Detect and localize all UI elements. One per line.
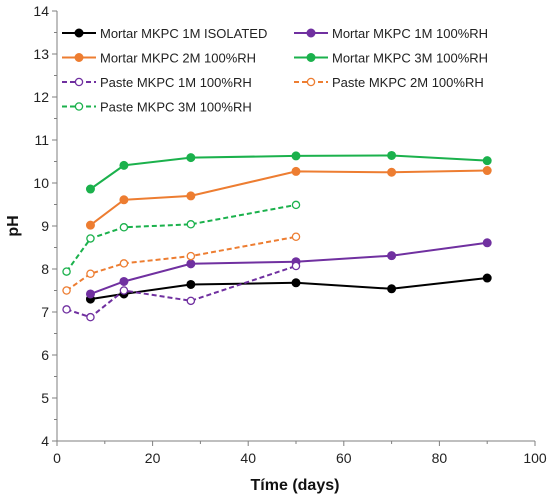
data-point (62, 286, 71, 295)
data-point (86, 269, 95, 278)
data-point (119, 160, 129, 170)
data-point (119, 223, 129, 232)
data-point (186, 279, 196, 289)
x-tick-label: 80 (432, 450, 448, 466)
data-point (62, 267, 71, 276)
legend-marker (74, 102, 84, 111)
data-point (85, 289, 95, 299)
data-point (291, 261, 301, 271)
data-point (387, 251, 397, 261)
legend-label: Paste MKPC 3M 100%RH (100, 100, 252, 115)
y-tick-label: 10 (33, 175, 49, 191)
x-axis: 0 20 40 60 80 100 (53, 440, 547, 466)
x-axis-title: Tíme (days) (251, 477, 340, 494)
legend-entry: Mortar MKPC 1M 100%RH (294, 26, 488, 41)
data-point (186, 220, 196, 229)
series-line (89, 154, 488, 190)
series-line (66, 265, 297, 319)
legend-marker (306, 53, 316, 62)
legend-label: Mortar MKPC 2M 100%RH (100, 51, 256, 66)
data-point (119, 259, 129, 268)
data-point (291, 166, 301, 176)
y-tick-label: 14 (33, 3, 49, 19)
legend-marker (74, 28, 84, 38)
legend-entry: Mortar MKPC 3M 100%RH (294, 51, 488, 66)
legend-label: Mortar MKPC 3M 100%RH (332, 51, 488, 66)
data-point (387, 167, 397, 177)
x-tick-label: 0 (53, 450, 61, 466)
legend-label: Mortar MKPC 1M 100%RH (332, 26, 488, 41)
legend-entry: Paste MKPC 2M 100%RH (294, 75, 484, 90)
data-point (291, 151, 301, 161)
series-3 (85, 166, 492, 230)
data-point (186, 191, 196, 201)
data-point (86, 312, 95, 322)
y-tick-label: 9 (41, 218, 49, 234)
data-point (291, 232, 301, 241)
x-tick-label: 40 (240, 450, 256, 466)
y-tick-label: 12 (33, 89, 49, 105)
legend-marker (306, 28, 316, 38)
series-4 (85, 150, 492, 194)
legend-entry: Paste MKPC 1M 100%RH (62, 75, 252, 90)
data-point (85, 220, 95, 230)
plot-area (62, 150, 492, 322)
data-point (119, 276, 129, 286)
data-point (86, 234, 95, 243)
legend-label: Paste MKPC 1M 100%RH (100, 75, 252, 90)
data-point (186, 259, 196, 269)
y-tick-label: 8 (41, 261, 49, 277)
data-point (387, 284, 397, 294)
data-point (482, 238, 492, 248)
series-2 (85, 238, 492, 299)
data-point (387, 150, 397, 160)
series-5 (62, 261, 301, 322)
legend-marker (74, 77, 84, 87)
series-line (89, 169, 488, 226)
data-point (186, 153, 196, 163)
legend-marker (74, 53, 84, 62)
y-tick-label: 11 (34, 132, 49, 148)
x-tick-label: 20 (145, 450, 161, 466)
x-tick-label: 60 (336, 450, 352, 466)
data-point (186, 296, 196, 306)
data-point (482, 273, 492, 283)
series-line (90, 241, 488, 295)
series-1 (85, 273, 492, 304)
data-point (482, 166, 492, 176)
legend-entry: Mortar MKPC 2M 100%RH (62, 51, 256, 66)
legend: Mortar MKPC 1M ISOLATED Mortar MKPC 1M 10… (62, 26, 488, 115)
y-axis-title: pH (5, 215, 22, 236)
x-tick-label: 100 (523, 450, 547, 466)
y-tick-label: 7 (41, 304, 49, 320)
series-7 (62, 200, 301, 276)
y-tick-label: 13 (33, 46, 49, 62)
data-point (291, 278, 301, 288)
legend-label: Paste MKPC 2M 100%RH (332, 75, 484, 90)
legend-entry: Paste MKPC 3M 100%RH (62, 100, 252, 115)
data-point (119, 286, 129, 295)
series-line (90, 277, 488, 301)
y-tick-label: 6 (41, 347, 49, 363)
y-tick-label: 5 (41, 390, 49, 406)
legend-entry: Mortar MKPC 1M ISOLATED (62, 26, 267, 41)
data-point (62, 305, 71, 314)
data-point (291, 200, 301, 210)
legend-marker (306, 77, 316, 87)
data-point (119, 195, 129, 205)
data-point (85, 184, 95, 194)
y-axis: 4 5 6 7 8 9 10 11 12 13 14 (33, 3, 58, 449)
y-tick-label: 4 (41, 433, 49, 449)
data-point (482, 156, 492, 166)
data-point (186, 251, 196, 261)
series-6 (62, 232, 301, 295)
legend-label: Mortar MKPC 1M ISOLATED (100, 26, 267, 41)
